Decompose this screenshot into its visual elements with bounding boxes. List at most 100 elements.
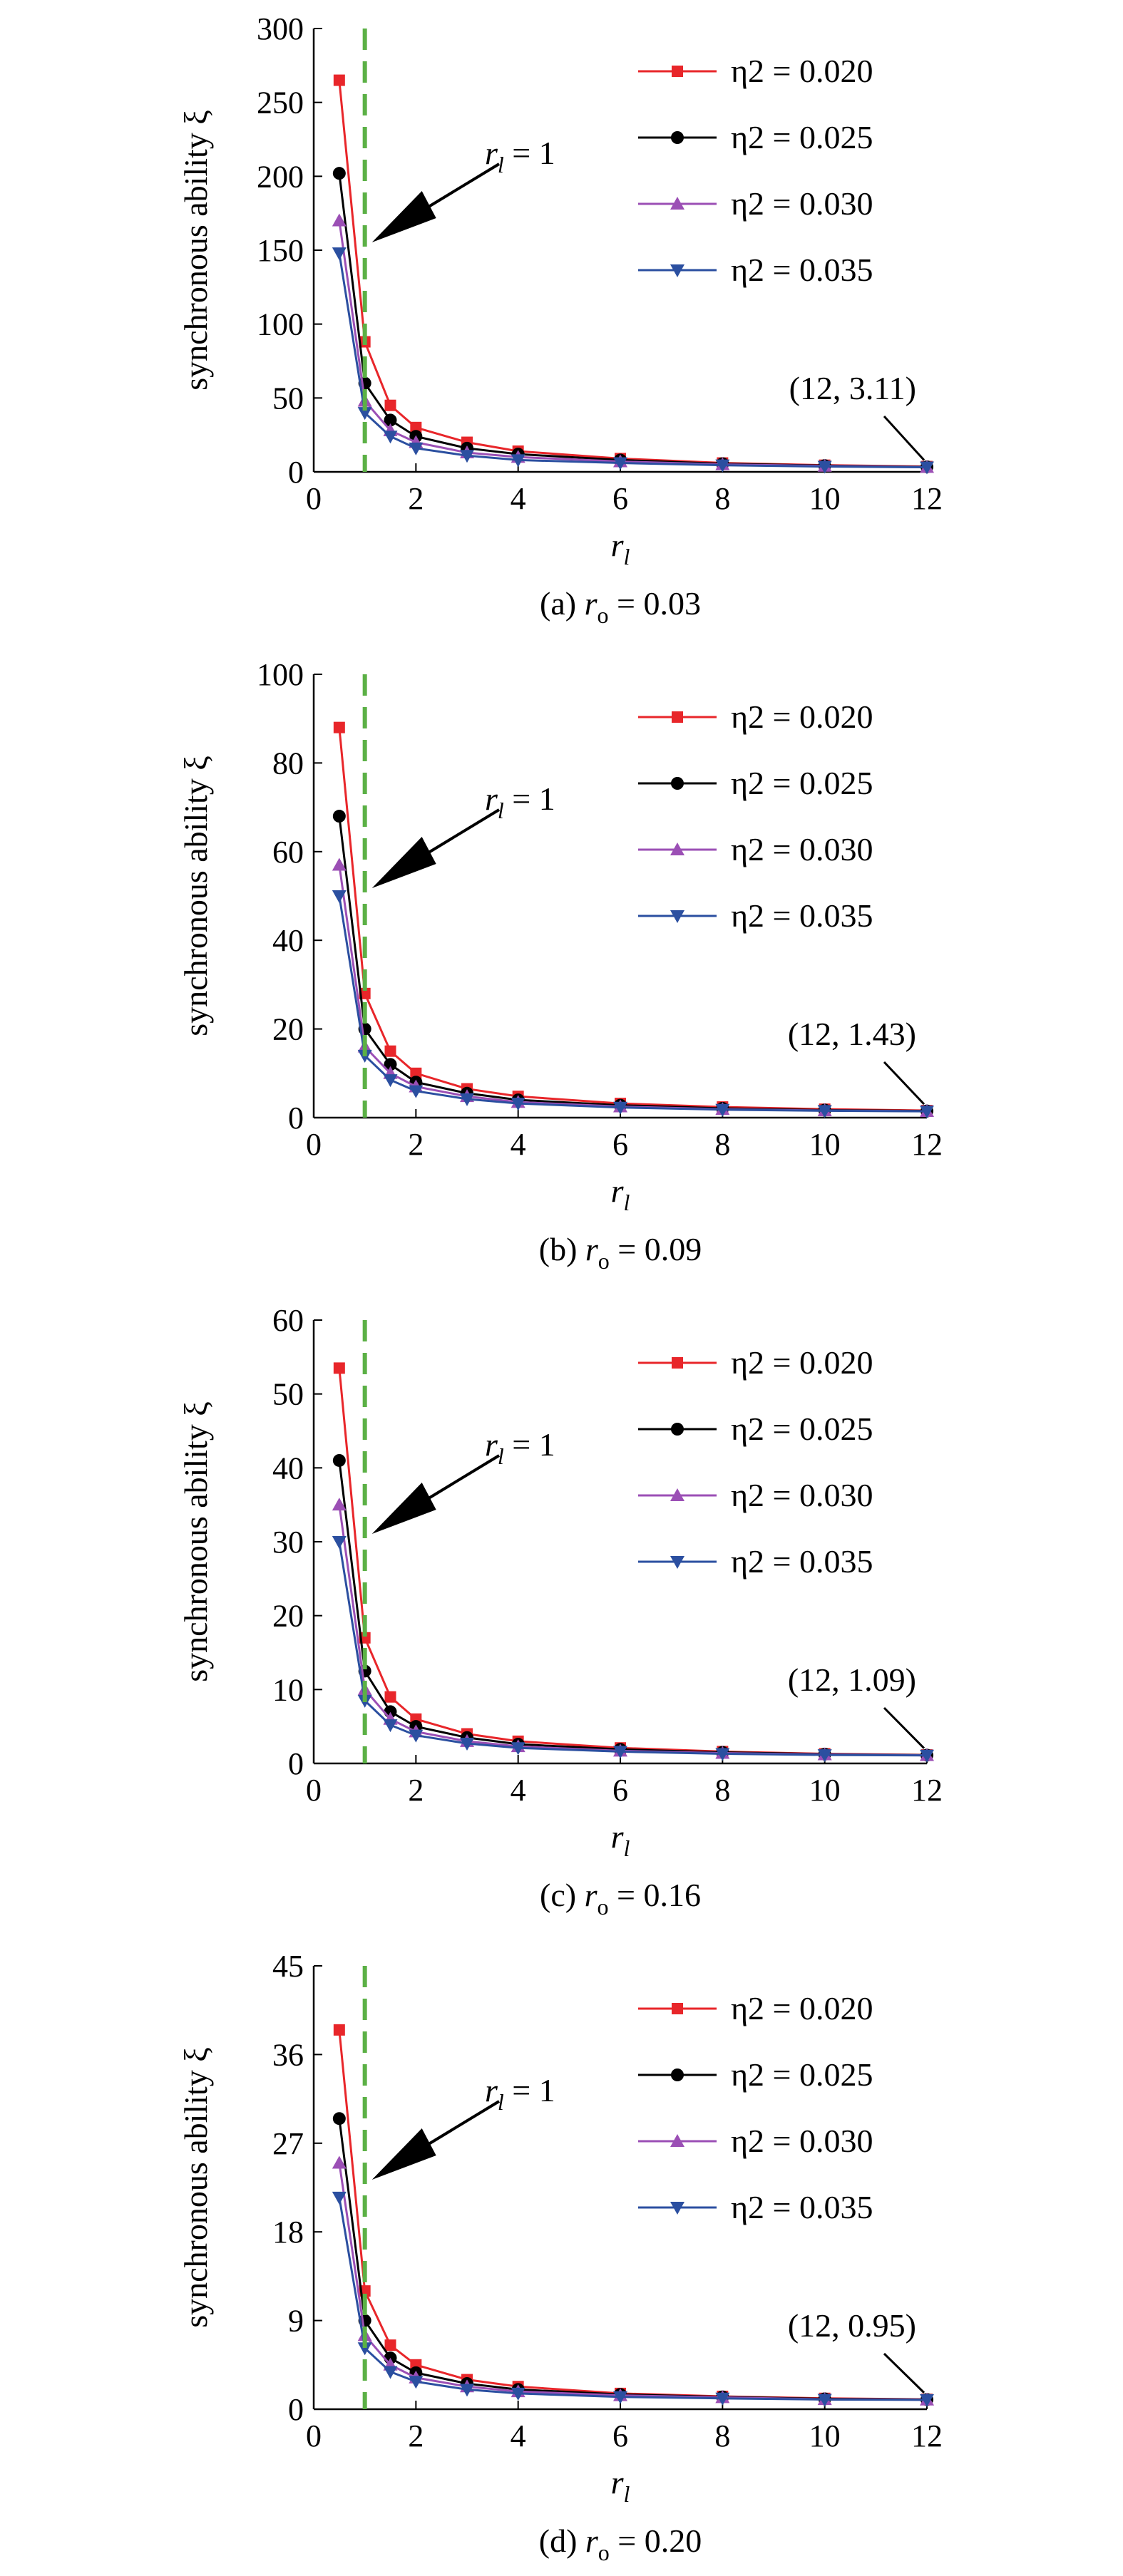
legend-marker xyxy=(670,1556,684,1569)
y-tick-label: 50 xyxy=(272,1377,304,1412)
data-point xyxy=(409,2376,424,2389)
y-axis-label: synchronous ability ξ xyxy=(178,756,214,1036)
data-point xyxy=(384,1058,397,1071)
legend-label: η2 = 0.035 xyxy=(731,1543,873,1580)
legend-marker xyxy=(672,2003,683,2014)
data-point xyxy=(332,857,347,871)
legend-label: η2 = 0.030 xyxy=(731,831,873,867)
endpoint-annotation: (12, 1.09) xyxy=(788,1661,916,1698)
y-tick-label: 0 xyxy=(288,1746,304,1781)
y-tick-label: 0 xyxy=(288,2392,304,2427)
legend-entry: η2 = 0.030 xyxy=(638,831,873,867)
x-tick-label: 8 xyxy=(714,2418,730,2453)
legend-entry: η2 = 0.035 xyxy=(638,897,873,934)
data-point xyxy=(817,1749,832,1763)
x-tick-label: 8 xyxy=(714,481,730,516)
chart-panel-4: 0 9 18 27 36 45 0 2 4 6 8 10 12 synchronous ability ξ… xyxy=(178,1949,943,2565)
data-point xyxy=(460,2384,474,2397)
x-tick-label: 12 xyxy=(911,1773,943,1808)
x-tick-label: 2 xyxy=(408,2418,424,2453)
data-point xyxy=(357,407,372,421)
legend-label: η2 = 0.025 xyxy=(731,2056,873,2093)
legend-label: η2 = 0.035 xyxy=(731,252,873,288)
legend-entry: η2 = 0.020 xyxy=(638,1344,873,1381)
x-tick-label: 10 xyxy=(809,1773,841,1808)
annotation-arrow-head xyxy=(371,1483,436,1534)
data-point xyxy=(613,2391,627,2404)
x-axis-label: rl xyxy=(611,1818,630,1861)
y-tick-label: 36 xyxy=(272,2037,304,2072)
data-point xyxy=(817,460,832,474)
legend-entry: η2 = 0.020 xyxy=(638,699,873,735)
y-tick-label: 20 xyxy=(272,1012,304,1047)
x-tick-label: 8 xyxy=(714,1127,730,1162)
legend-label: η2 = 0.020 xyxy=(731,1344,873,1381)
data-point xyxy=(384,1691,396,1703)
y-axis-label: synchronous ability ξ xyxy=(178,110,214,391)
legend-label: η2 = 0.035 xyxy=(731,2189,873,2225)
legend-entry: η2 = 0.020 xyxy=(638,1990,873,2026)
data-point xyxy=(332,167,346,180)
y-tick-label: 27 xyxy=(272,2126,304,2161)
y-tick-label: 300 xyxy=(257,11,304,46)
data-point xyxy=(460,1738,474,1751)
reference-line-label: rl = 1 xyxy=(485,135,555,177)
series-4 xyxy=(332,890,934,1119)
x-tick-label: 10 xyxy=(809,481,841,516)
y-tick-label: 100 xyxy=(257,307,304,342)
endpoint-annotation: (12, 3.11) xyxy=(789,370,916,406)
y-tick-label: 0 xyxy=(288,1101,304,1135)
x-tick-label: 6 xyxy=(612,481,628,516)
y-tick-label: 250 xyxy=(257,86,304,120)
legend-marker xyxy=(671,1423,684,1436)
series-3 xyxy=(332,857,934,1117)
data-point xyxy=(332,1498,347,1511)
y-tick-label: 40 xyxy=(272,923,304,958)
y-tick-label: 60 xyxy=(272,835,304,870)
panel-caption: (c) ro = 0.16 xyxy=(540,1877,701,1920)
reference-line-label: rl = 1 xyxy=(485,2072,555,2115)
data-point xyxy=(410,1067,422,1079)
chart-panel-1: 0 50 100 150 200 250 300 0 2 4 6 8 10 12 synchronous a… xyxy=(178,11,943,628)
x-tick-label: 0 xyxy=(306,1127,322,1162)
panel-caption: (a) ro = 0.03 xyxy=(540,585,701,628)
data-point xyxy=(384,413,397,427)
data-point xyxy=(511,1742,525,1756)
legend-label: η2 = 0.030 xyxy=(731,2123,873,2159)
data-point xyxy=(409,1085,424,1098)
data-point xyxy=(333,721,345,733)
data-point xyxy=(613,1101,627,1115)
annotation-arrow-head xyxy=(371,191,436,242)
data-point xyxy=(613,457,627,470)
data-point xyxy=(383,431,398,444)
data-point xyxy=(409,442,424,455)
x-tick-label: 12 xyxy=(911,2418,943,2453)
legend-entry: η2 = 0.025 xyxy=(638,765,873,801)
data-point xyxy=(332,247,347,261)
reference-line-label: rl = 1 xyxy=(485,1426,555,1469)
x-axis-label: rl xyxy=(611,1173,630,1215)
y-tick-label: 10 xyxy=(272,1672,304,1707)
legend-label: η2 = 0.020 xyxy=(731,53,873,89)
legend-marker xyxy=(670,843,684,855)
data-point xyxy=(715,2392,730,2406)
series-4 xyxy=(332,2191,934,2407)
data-point xyxy=(332,2112,346,2126)
x-tick-label: 12 xyxy=(911,481,943,516)
data-point xyxy=(333,2024,345,2036)
x-tick-label: 4 xyxy=(511,1127,526,1162)
x-tick-label: 4 xyxy=(511,2418,526,2453)
series-line xyxy=(338,1541,928,1757)
y-tick-label: 0 xyxy=(288,455,304,490)
x-tick-label: 2 xyxy=(408,1127,424,1162)
panel-caption: (d) ro = 0.20 xyxy=(539,2523,702,2565)
y-tick-label: 9 xyxy=(288,2304,304,2339)
data-point xyxy=(357,2342,372,2356)
data-point xyxy=(410,421,422,433)
data-point xyxy=(383,1074,398,1088)
series-line xyxy=(338,2197,928,2401)
data-point xyxy=(332,2191,347,2205)
y-tick-label: 80 xyxy=(272,746,304,780)
series-line xyxy=(338,1504,928,1757)
